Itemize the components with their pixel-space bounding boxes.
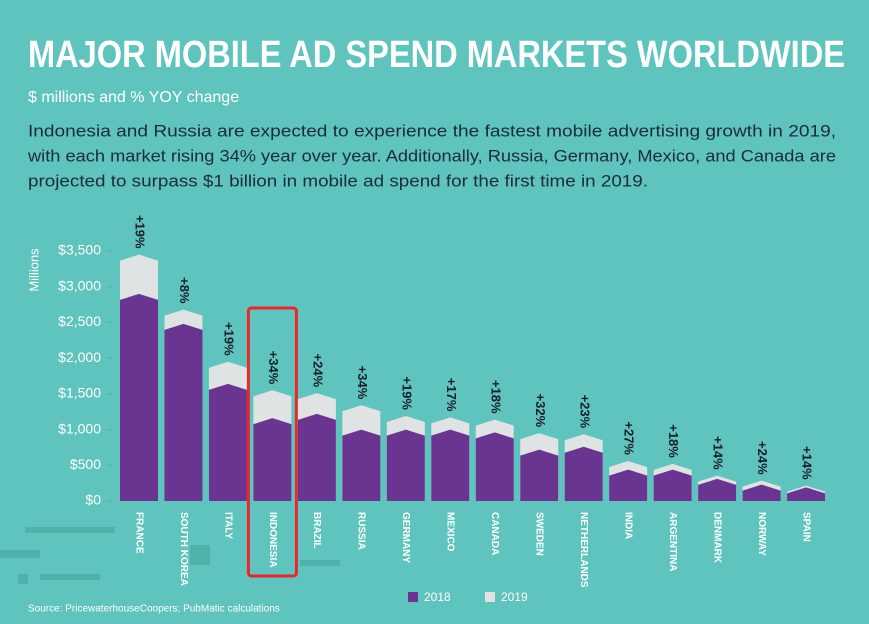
x-tick-label: SPAIN bbox=[800, 512, 811, 542]
x-tick-label: NETHERLANDS bbox=[578, 512, 589, 588]
growth-label: +34% bbox=[266, 351, 281, 385]
growth-label: +8% bbox=[177, 277, 192, 304]
y-tick-label: $3,500 bbox=[58, 242, 101, 258]
bar bbox=[742, 484, 781, 501]
y-tick-label: $500 bbox=[70, 456, 101, 472]
y-tick-label: $1,500 bbox=[58, 385, 101, 401]
y-tick-label: $2,000 bbox=[58, 349, 101, 365]
growth-label: +19% bbox=[222, 322, 237, 356]
x-tick-label: FRANCE bbox=[133, 512, 144, 554]
growth-label: +19% bbox=[133, 215, 148, 249]
chart-title: MAJOR MOBILE AD SPEND MARKETS WORLDWIDE bbox=[28, 34, 845, 76]
x-tick-label: GERMANY bbox=[400, 512, 411, 563]
description: Indonesia and Russia are expected to exp… bbox=[28, 122, 836, 140]
growth-label: +24% bbox=[755, 441, 770, 475]
bar bbox=[164, 323, 203, 501]
decoration bbox=[0, 527, 340, 584]
bar bbox=[120, 293, 158, 501]
x-tick-label: RUSSIA bbox=[356, 512, 367, 550]
growth-label: +27% bbox=[622, 421, 637, 455]
bar bbox=[475, 432, 514, 501]
subtitle: $ millions and % YOY change bbox=[28, 89, 239, 106]
growth-label: +23% bbox=[577, 395, 592, 429]
bar bbox=[609, 469, 648, 501]
x-tick-label: CANADA bbox=[489, 512, 500, 555]
x-tick-label: SOUTH KOREA bbox=[178, 512, 189, 586]
y-tick-label: $0 bbox=[85, 492, 101, 508]
bar bbox=[253, 418, 292, 501]
growth-label: +14% bbox=[800, 446, 815, 480]
bar bbox=[520, 449, 559, 501]
bar bbox=[431, 429, 470, 501]
bar bbox=[208, 383, 247, 501]
growth-label: +18% bbox=[488, 380, 503, 414]
bar bbox=[564, 446, 603, 501]
legend-swatch bbox=[485, 592, 495, 602]
highlight-box bbox=[246, 306, 298, 578]
legend-swatch bbox=[408, 592, 418, 602]
x-tick-label: ARGENTINA bbox=[667, 512, 678, 571]
growth-label: +34% bbox=[355, 366, 370, 400]
growth-label: +18% bbox=[666, 424, 681, 458]
description: with each market rising 34% year over ye… bbox=[27, 147, 836, 165]
x-tick-label: ITALY bbox=[222, 512, 233, 540]
x-tick-label: MEXICO bbox=[445, 512, 456, 552]
growth-label: +14% bbox=[711, 436, 726, 470]
bar bbox=[787, 487, 826, 501]
bar bbox=[386, 429, 425, 501]
bar bbox=[342, 429, 381, 501]
x-tick-label: INDIA bbox=[623, 512, 634, 539]
y-tick-label: $1,000 bbox=[58, 420, 101, 436]
y-tick-label: $3,000 bbox=[58, 277, 101, 293]
growth-label: +24% bbox=[310, 354, 325, 388]
bar bbox=[698, 478, 737, 501]
source: Source: PricewaterhouseCoopers; PubMatic… bbox=[28, 604, 280, 615]
description: projected to surpass $1 billion in mobil… bbox=[28, 172, 648, 190]
legend-label: 2018 bbox=[424, 590, 451, 604]
x-tick-label: BRAZIL bbox=[311, 512, 322, 549]
y-axis-label: Millions bbox=[26, 248, 41, 292]
legend-label: 2019 bbox=[501, 590, 528, 604]
bar bbox=[653, 469, 692, 501]
growth-label: +32% bbox=[533, 394, 548, 428]
bar bbox=[297, 413, 336, 501]
growth-label: +19% bbox=[399, 376, 414, 410]
x-tick-label: NORWAY bbox=[756, 512, 767, 556]
growth-label: +17% bbox=[444, 378, 459, 412]
x-tick-label: DENMARK bbox=[711, 512, 722, 564]
y-tick-label: $2,500 bbox=[58, 313, 101, 329]
x-tick-label: INDONESIA bbox=[267, 512, 278, 568]
x-tick-label: SWEDEN bbox=[534, 512, 545, 556]
